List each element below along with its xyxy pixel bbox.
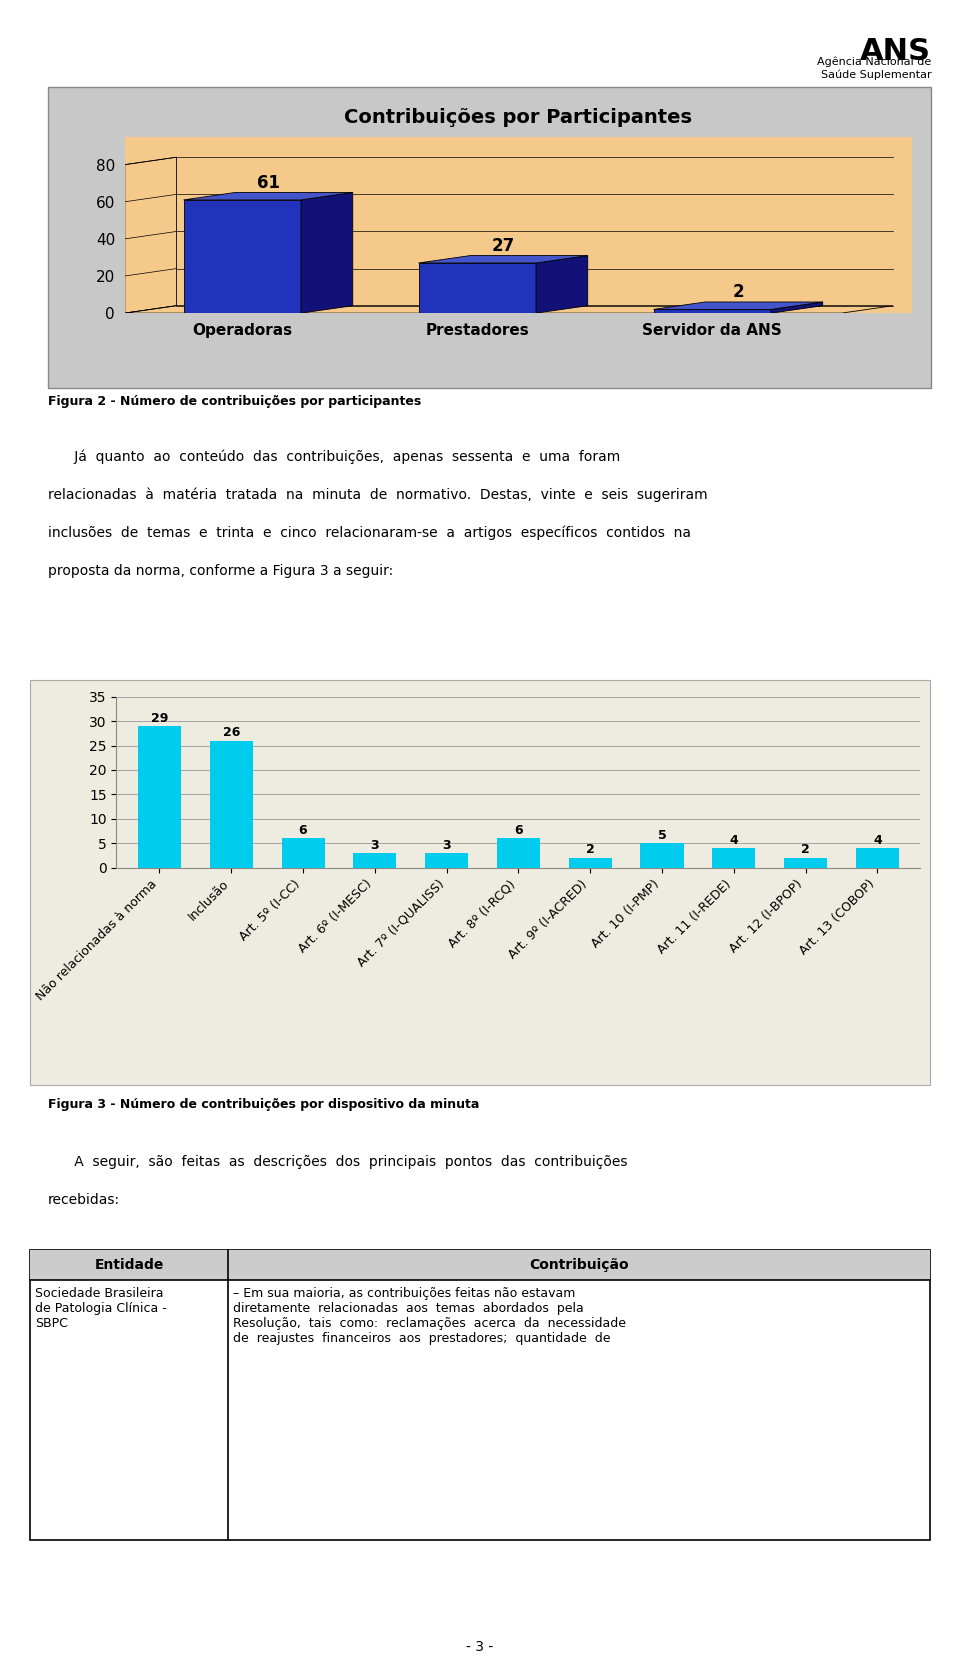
Polygon shape (419, 256, 588, 263)
Polygon shape (654, 303, 823, 309)
Text: 6: 6 (299, 824, 307, 838)
Title: Contribuições por Participantes: Contribuições por Participantes (345, 109, 692, 127)
Text: relacionadas  à  matéria  tratada  na  minuta  de  normativo.  Destas,  vinte  e: relacionadas à matéria tratada na minuta… (48, 488, 708, 503)
Bar (855, 848, 899, 868)
Text: 27: 27 (492, 237, 515, 254)
Text: Sociedade Brasileira
de Patologia Clínica -
SBPC: Sociedade Brasileira de Patologia Clínic… (35, 1287, 166, 1329)
Text: proposta da norma, conforme a Figura 3 a seguir:: proposta da norma, conforme a Figura 3 a… (48, 563, 394, 579)
Polygon shape (125, 306, 893, 313)
Bar (209, 741, 252, 868)
Bar (654, 309, 771, 313)
Text: 2: 2 (802, 843, 810, 856)
Text: Entidade: Entidade (94, 1257, 164, 1272)
Bar (419, 263, 536, 313)
Text: 2: 2 (732, 283, 744, 301)
Polygon shape (125, 157, 177, 313)
Text: Contribuição: Contribuição (529, 1257, 629, 1272)
Text: 29: 29 (151, 712, 168, 724)
Text: ANS: ANS (860, 37, 931, 65)
Bar (712, 848, 756, 868)
Text: Figura 3 - Número de contribuições por dispositivo da minuta: Figura 3 - Número de contribuições por d… (48, 1099, 479, 1110)
Text: Já  quanto  ao  conteúdo  das  contribuições,  apenas  sessenta  e  uma  foram: Já quanto ao conteúdo das contribuições,… (48, 450, 620, 465)
Polygon shape (301, 192, 352, 313)
Text: Figura 2 - Número de contribuições por participantes: Figura 2 - Número de contribuições por p… (48, 395, 421, 408)
Text: A  seguir,  são  feitas  as  descrições  dos  principais  pontos  das  contribui: A seguir, são feitas as descrições dos p… (48, 1155, 628, 1169)
Text: 4: 4 (873, 834, 881, 846)
Text: 6: 6 (515, 824, 522, 838)
Text: – Em sua maioria, as contribuições feitas não estavam
diretamente  relacionadas : – Em sua maioria, as contribuições feita… (232, 1287, 626, 1344)
Polygon shape (177, 157, 893, 306)
Text: 26: 26 (223, 726, 240, 739)
Bar (425, 853, 468, 868)
Text: Agência Nacional de
Saúde Suplementar: Agência Nacional de Saúde Suplementar (817, 57, 931, 80)
Text: 61: 61 (256, 174, 279, 192)
Text: inclusões  de  temas  e  trinta  e  cinco  relacionaram-se  a  artigos  específi: inclusões de temas e trinta e cinco rela… (48, 527, 691, 540)
Polygon shape (536, 256, 588, 313)
Bar (640, 843, 684, 868)
Text: 5: 5 (658, 829, 666, 841)
Bar (353, 853, 396, 868)
Polygon shape (183, 192, 352, 201)
Bar (568, 858, 612, 868)
Text: - 3 -: - 3 - (467, 1640, 493, 1654)
Text: 4: 4 (730, 834, 738, 846)
Bar (138, 726, 181, 868)
Bar (497, 838, 540, 868)
Bar (784, 858, 828, 868)
Bar (281, 838, 324, 868)
Text: 3: 3 (371, 839, 379, 851)
Text: 3: 3 (443, 839, 451, 851)
Text: recebidas:: recebidas: (48, 1194, 120, 1207)
Bar (183, 201, 301, 313)
Text: 2: 2 (586, 843, 594, 856)
Polygon shape (771, 303, 823, 313)
